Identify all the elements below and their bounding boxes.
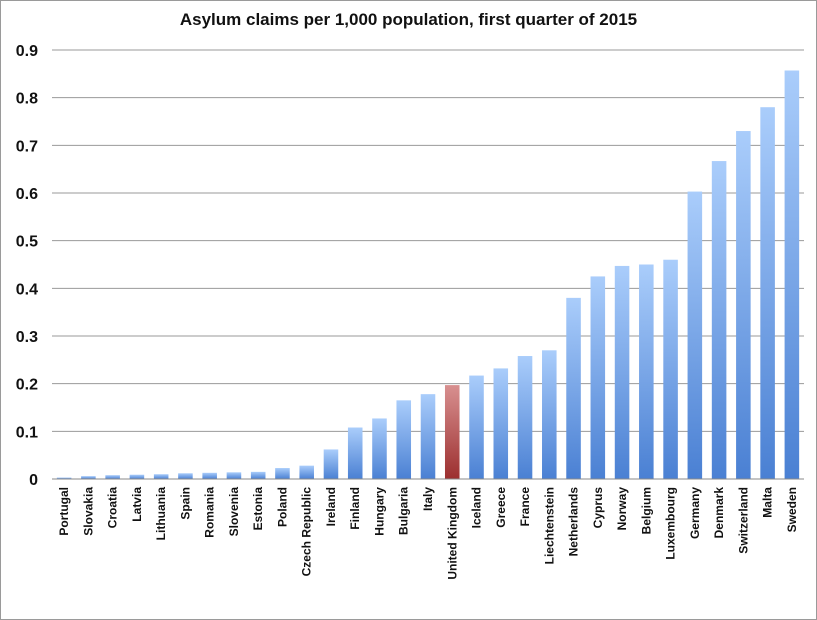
bar bbox=[226, 472, 242, 479]
x-tick-label: Greece bbox=[494, 487, 508, 528]
x-tick-label: Netherlands bbox=[567, 487, 581, 557]
x-tick-label: Slovakia bbox=[81, 487, 95, 536]
bar bbox=[56, 477, 72, 479]
x-tick-label: Liechtenstein bbox=[542, 487, 556, 564]
bar bbox=[347, 427, 363, 479]
bar bbox=[275, 468, 290, 479]
x-tick-label: Estonia bbox=[251, 487, 265, 531]
y-tick-label: 0.8 bbox=[16, 91, 38, 108]
x-tick-label: Italy bbox=[421, 487, 435, 511]
y-tick-label: 0.9 bbox=[16, 43, 38, 60]
bar bbox=[202, 472, 217, 479]
y-tick-label: 0.3 bbox=[16, 329, 38, 346]
x-tick-label: Slovenia bbox=[227, 487, 241, 537]
bar bbox=[178, 473, 193, 479]
x-tick-label: Finland bbox=[348, 487, 362, 530]
x-tick-label: France bbox=[518, 487, 532, 527]
x-tick-label: Germany bbox=[688, 487, 702, 539]
x-tick-label: Poland bbox=[275, 487, 289, 527]
bar bbox=[493, 368, 509, 479]
bar bbox=[614, 265, 630, 479]
bar bbox=[542, 350, 557, 479]
chart-title: Asylum claims per 1,000 population, firs… bbox=[179, 10, 638, 29]
bar bbox=[469, 375, 484, 479]
x-tick-label: Hungary bbox=[372, 487, 386, 536]
y-tick-label: 0.2 bbox=[16, 377, 38, 394]
x-tick-label: Croatia bbox=[106, 487, 120, 529]
y-tick-label: 0.7 bbox=[16, 138, 38, 155]
bar bbox=[396, 400, 412, 479]
bar bbox=[760, 107, 775, 479]
bar bbox=[663, 259, 678, 479]
x-tick-label: Bulgaria bbox=[397, 487, 411, 535]
x-tick-label: Malta bbox=[761, 487, 775, 518]
bar bbox=[566, 297, 581, 479]
bar bbox=[639, 264, 654, 479]
bar bbox=[323, 449, 339, 479]
x-tick-label: Belgium bbox=[639, 487, 653, 534]
bar bbox=[153, 474, 169, 479]
x-tick-label: United Kingdom bbox=[445, 487, 459, 580]
x-axis: Portugal Slovakia Croatia Latvia Lithuania Sp… bbox=[52, 478, 804, 580]
x-tick-label: Iceland bbox=[470, 487, 484, 528]
bar bbox=[736, 131, 751, 480]
bar bbox=[444, 385, 460, 479]
x-tick-label: Portugal bbox=[57, 487, 71, 536]
x-tick-label: Sweden bbox=[785, 487, 799, 532]
x-tick-label: Denmark bbox=[712, 487, 726, 539]
x-tick-label: Switzerland bbox=[736, 487, 750, 554]
y-tick-label: 0.5 bbox=[16, 234, 38, 251]
bar bbox=[687, 191, 703, 479]
bar bbox=[784, 70, 800, 479]
x-tick-label: Latvia bbox=[130, 487, 144, 522]
y-tick-label: 0.4 bbox=[16, 281, 38, 298]
bar bbox=[590, 276, 606, 479]
bar bbox=[372, 418, 387, 479]
bars bbox=[56, 70, 800, 480]
bar bbox=[711, 161, 727, 479]
gridlines bbox=[52, 49, 804, 432]
bar bbox=[420, 394, 436, 479]
x-tick-label: Norway bbox=[615, 487, 629, 531]
bar bbox=[517, 356, 533, 479]
x-tick-label: Spain bbox=[178, 487, 192, 520]
x-tick-label: Romania bbox=[203, 487, 217, 538]
x-tick-label: Ireland bbox=[324, 487, 338, 526]
x-tick-label: Luxembourg bbox=[664, 487, 678, 560]
bar bbox=[299, 465, 314, 479]
y-axis: 0 0.1 0.2 0.3 0.4 0.5 0.6 0.7 0.8 0.9 bbox=[16, 43, 38, 489]
y-tick-label: 0.1 bbox=[16, 424, 38, 441]
y-tick-label: 0.6 bbox=[16, 186, 38, 203]
x-tick-label: Czech Republic bbox=[300, 487, 314, 577]
bar bbox=[250, 471, 266, 479]
x-tick-label: Lithuania bbox=[154, 487, 168, 541]
bar bbox=[81, 476, 96, 479]
y-tick-label: 0 bbox=[29, 472, 38, 489]
x-tick-label: Cyprus bbox=[591, 487, 605, 529]
bar bbox=[105, 475, 120, 479]
bar bbox=[129, 474, 145, 479]
